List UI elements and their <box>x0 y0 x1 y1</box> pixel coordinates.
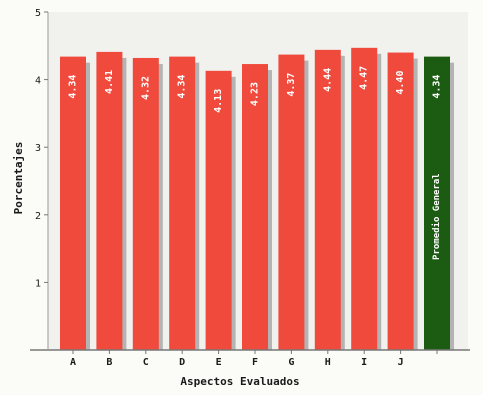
x-ticks-layer: A B C D E F G H I J <box>70 350 437 368</box>
bar-value-label: 4.47 <box>359 66 370 90</box>
bar-value-label: 4.23 <box>250 82 261 106</box>
bar <box>60 57 86 350</box>
x-tick-label: I <box>361 357 367 368</box>
x-axis-label: Aspectos Evaluados <box>180 375 299 388</box>
bar-value-label: 4.32 <box>140 76 151 100</box>
average-bar-label: Promedio General <box>431 173 442 260</box>
bars-layer: 4.34 4.41 4.32 4.34 4.13 4.23 4.37 4.44 4.47 4.40… <box>60 48 454 350</box>
x-tick-label: A <box>70 357 76 368</box>
bar-value-label: 4.44 <box>322 68 333 92</box>
bar <box>315 50 341 350</box>
x-tick-label: E <box>216 357 222 368</box>
bar <box>133 58 159 350</box>
bar-value-label: 4.34 <box>432 75 443 99</box>
bar <box>278 55 304 350</box>
bar-value-label: 4.41 <box>104 70 115 94</box>
bar-value-label: 4.13 <box>213 89 224 113</box>
y-tick-label: 5 <box>35 8 41 19</box>
y-tick-label: 2 <box>35 211 41 222</box>
bar-value-label: 4.34 <box>177 75 188 99</box>
y-ticks-layer: 1 2 3 4 5 <box>35 8 48 289</box>
x-tick-label: F <box>252 357 258 368</box>
y-tick-label: 1 <box>35 278 41 289</box>
y-tick-label: 4 <box>35 76 41 87</box>
x-tick-label: G <box>288 357 294 368</box>
y-tick-label: 3 <box>35 143 41 154</box>
x-tick-label: J <box>398 357 404 368</box>
bar-value-label: 4.37 <box>286 73 297 97</box>
bar <box>96 52 122 350</box>
x-tick-label: D <box>179 357 185 368</box>
bar <box>388 53 414 350</box>
bar <box>169 57 195 350</box>
x-tick-label: B <box>106 357 112 368</box>
x-tick-label: H <box>325 357 331 368</box>
x-tick-label: C <box>143 357 149 368</box>
y-axis-label: Porcentajes <box>12 142 25 215</box>
bar-value-label: 4.40 <box>395 71 406 95</box>
bar <box>351 48 377 350</box>
bar-value-label: 4.34 <box>68 75 79 99</box>
